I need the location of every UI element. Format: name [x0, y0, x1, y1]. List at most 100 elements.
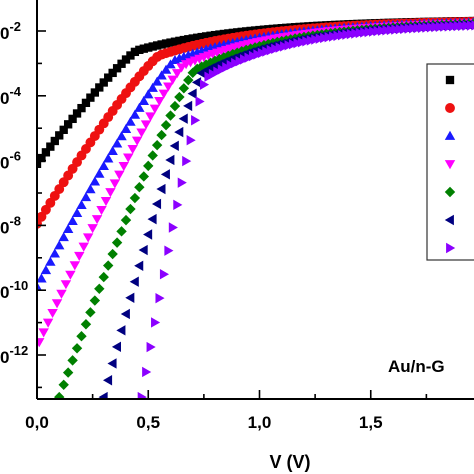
data-point [71, 207, 83, 217]
data-point [120, 123, 132, 133]
data-point [80, 319, 92, 330]
data-point [165, 154, 175, 166]
data-point [95, 83, 104, 92]
data-point [94, 283, 105, 294]
data-point [206, 31, 215, 40]
data-point [138, 95, 149, 106]
data-point [116, 131, 127, 141]
data-point [163, 82, 174, 92]
data-point [143, 160, 154, 172]
data-point [210, 30, 220, 40]
data-point [134, 260, 144, 271]
data-point [62, 223, 74, 234]
data-point [140, 120, 152, 130]
data-point [187, 67, 198, 78]
data-point [151, 139, 163, 151]
data-point [209, 55, 221, 66]
data-point [99, 78, 108, 87]
data-point [129, 192, 141, 204]
data-point [65, 270, 76, 280]
data-point [80, 191, 92, 202]
data-point [40, 265, 52, 275]
data-point [118, 161, 129, 172]
data-point [137, 391, 147, 399]
data-point [98, 160, 109, 171]
data-point [178, 113, 188, 124]
data-point [183, 100, 193, 112]
annotation-label: Au/n-G [388, 357, 445, 376]
data-point [103, 260, 114, 271]
data-point [142, 366, 152, 378]
data-point [201, 32, 211, 41]
data-point [111, 138, 123, 148]
data-point [154, 97, 165, 107]
data-point [98, 391, 108, 399]
data-point [62, 367, 74, 378]
x-axis-title: V (V) [269, 452, 310, 472]
data-point [71, 343, 83, 354]
data-point [125, 203, 136, 215]
data-point [41, 148, 51, 157]
data-point [89, 176, 101, 186]
data-point [37, 153, 46, 163]
data-point [139, 44, 148, 53]
data-point [170, 37, 180, 46]
data-point [82, 233, 94, 243]
data-point [54, 240, 65, 250]
data-point [85, 307, 96, 318]
data-point [131, 136, 143, 146]
data-point [126, 51, 135, 60]
data-point [54, 391, 65, 399]
data-point [179, 35, 189, 45]
data-point [151, 198, 162, 210]
data-point [160, 169, 170, 180]
data-point [184, 35, 193, 44]
data-point [219, 29, 229, 39]
legend-marker [445, 103, 455, 113]
data-point [94, 168, 105, 178]
data-point [224, 29, 233, 38]
data-point [55, 131, 64, 140]
data-point [50, 136, 59, 146]
data-point [134, 181, 145, 193]
data-point [147, 150, 158, 161]
legend-marker [444, 130, 456, 140]
data-point [121, 55, 131, 64]
x-tick-label: 0,5 [136, 413, 160, 432]
data-point [143, 229, 153, 240]
data-point [87, 224, 98, 234]
data-point [67, 215, 78, 225]
data-point [89, 295, 101, 306]
data-point [129, 276, 139, 287]
data-point [471, 20, 474, 31]
data-point [148, 42, 157, 51]
data-point [74, 251, 85, 262]
data-point [178, 83, 190, 94]
data-point [68, 114, 77, 124]
data-point [37, 281, 43, 291]
data-point [192, 77, 202, 88]
data-point [116, 226, 127, 237]
data-point [86, 93, 95, 102]
data-point [191, 115, 201, 126]
data-point [107, 145, 118, 155]
data-point [147, 82, 158, 92]
data-point [123, 153, 134, 163]
data-point [159, 269, 170, 280]
data-point [46, 142, 55, 151]
data-point [195, 96, 205, 107]
series-triangle-down [37, 19, 474, 348]
data-point [155, 292, 165, 304]
data-point [98, 271, 109, 283]
data-point [157, 40, 166, 49]
data-point [78, 242, 89, 252]
axes [36, 0, 474, 400]
data-point [138, 171, 149, 182]
data-point [63, 120, 73, 129]
plot-area [37, 16, 474, 399]
data-point [135, 45, 144, 55]
data-point [177, 177, 187, 188]
data-point [160, 119, 172, 131]
data-point [116, 325, 126, 336]
legend-marker [444, 160, 456, 170]
